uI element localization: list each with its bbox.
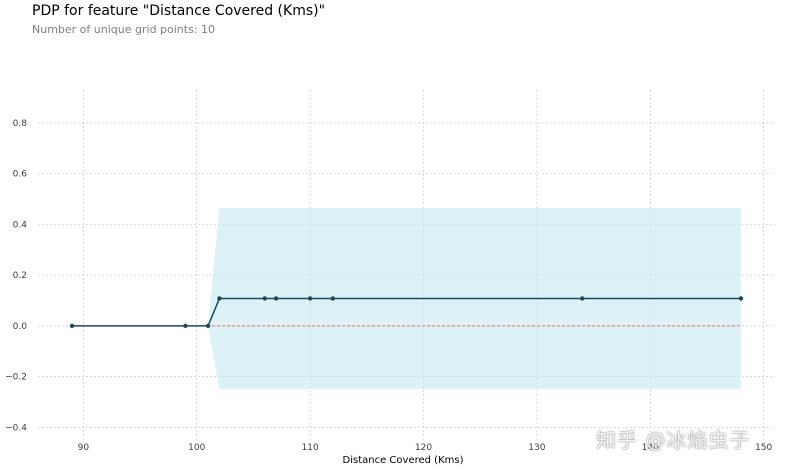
y-tick-label-1: −0.2 [5,373,27,383]
chart-subtitle: Number of unique grid points: 10 [32,23,216,36]
x-tick-label-4: 130 [528,443,545,453]
chart-title: PDP for feature "Distance Covered (Kms)" [32,3,326,19]
pdp-point-4 [262,296,267,301]
x-tick-label-2: 110 [302,443,319,453]
y-tick-label-4: 0.4 [13,220,28,230]
x-tick-label-6: 150 [755,443,772,453]
y-tick-label-3: 0.2 [13,271,27,281]
pdp-point-9 [738,296,744,301]
x-tick-label-5: 140 [642,443,659,453]
x-tick-label-0: 90 [78,443,90,453]
x-axis-label: Distance Covered (Kms) [343,455,464,466]
x-tick-label-3: 120 [415,443,432,453]
pdp-point-2 [205,323,211,329]
pdp-line [72,297,741,327]
y-tick-labels: −0.4 −0.2 0.0 0.2 0.4 0.6 0.8 [5,119,27,433]
x-tick-label-1: 100 [188,443,205,453]
pdp-point-3 [217,296,222,301]
pdp-point-0 [69,323,75,329]
y-tick-label-2: 0.0 [13,322,28,332]
pdp-point-1 [183,323,188,329]
pdp-point-5 [273,296,279,301]
y-tick-label-5: 0.6 [13,170,28,180]
pdp-point-8 [580,296,585,301]
pdp-point-7 [330,296,335,301]
pdp-point-6 [307,296,313,301]
y-tick-label-6: 0.8 [13,119,28,129]
y-tick-label-0: −0.4 [5,423,27,433]
pdp-points [69,296,744,329]
x-tick-labels: 90 100 110 120 130 140 150 [78,443,773,453]
watermark: 知乎 @冰焰虫子 [596,428,751,452]
